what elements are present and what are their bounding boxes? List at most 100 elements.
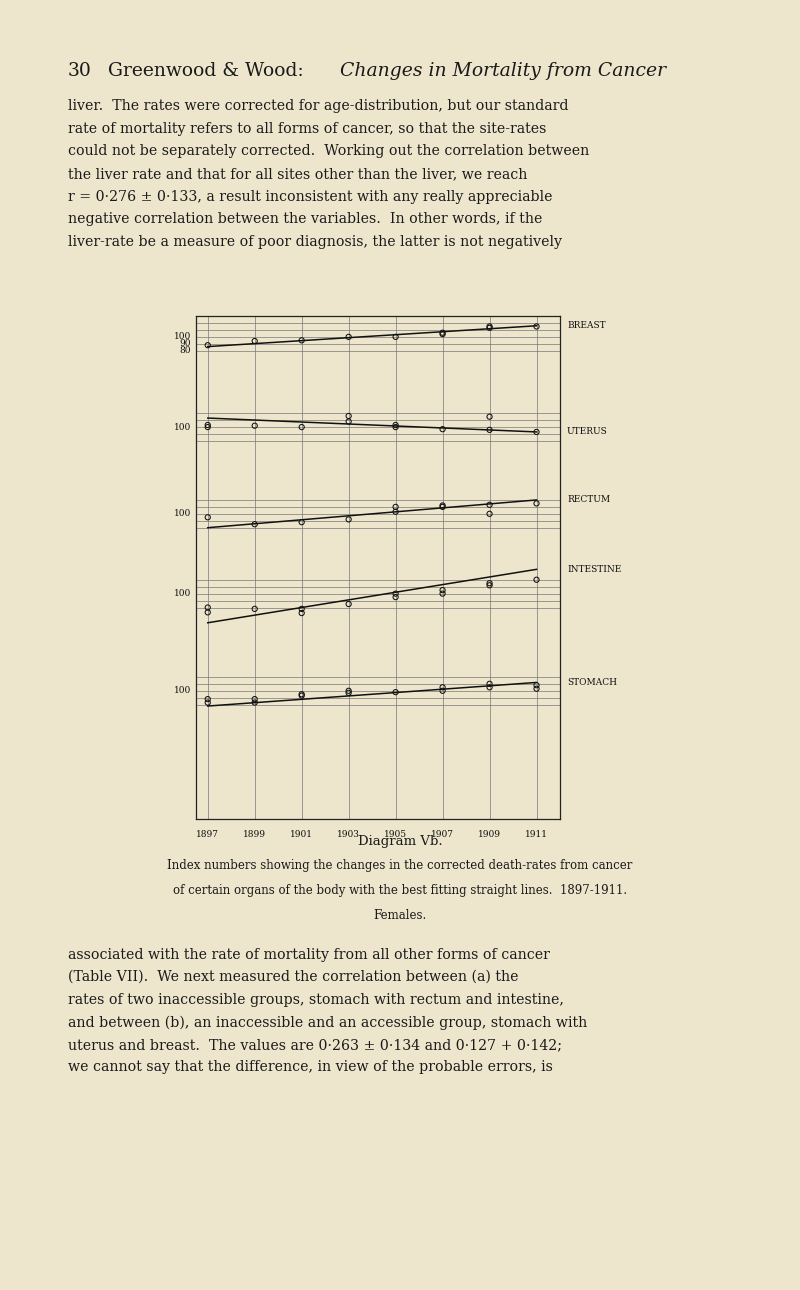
Text: 1903: 1903 bbox=[338, 829, 360, 838]
Point bbox=[390, 583, 402, 604]
Text: 1899: 1899 bbox=[243, 829, 266, 838]
Point bbox=[530, 422, 543, 442]
Point bbox=[248, 330, 261, 351]
Point bbox=[436, 583, 449, 604]
Point bbox=[202, 335, 214, 356]
Point bbox=[530, 675, 543, 695]
Text: the liver rate and that for all sites other than the liver, we reach: the liver rate and that for all sites ot… bbox=[68, 166, 527, 181]
Text: 1907: 1907 bbox=[431, 829, 454, 838]
Point bbox=[342, 412, 355, 432]
Point bbox=[390, 414, 402, 435]
Point bbox=[202, 689, 214, 710]
Point bbox=[436, 680, 449, 700]
Point bbox=[295, 417, 308, 437]
Text: 100: 100 bbox=[174, 333, 191, 342]
Text: uterus and breast.  The values are 0·263 ± 0·134 and 0·127 + 0·142;: uterus and breast. The values are 0·263 … bbox=[68, 1037, 562, 1051]
Point bbox=[436, 677, 449, 698]
Point bbox=[390, 417, 402, 437]
Text: Greenwood & Wood:: Greenwood & Wood: bbox=[108, 62, 322, 80]
Point bbox=[436, 495, 449, 516]
Point bbox=[530, 569, 543, 590]
Text: Diagram Vb.: Diagram Vb. bbox=[358, 835, 442, 848]
Point bbox=[436, 324, 449, 344]
Text: liver.  The rates were corrected for age-distribution, but our standard: liver. The rates were corrected for age-… bbox=[68, 99, 569, 114]
Text: 90: 90 bbox=[180, 339, 191, 348]
Text: (Table VII).  We next measured the correlation between (a) the: (Table VII). We next measured the correl… bbox=[68, 970, 518, 984]
Point bbox=[436, 322, 449, 343]
Point bbox=[390, 682, 402, 703]
Text: 100: 100 bbox=[174, 423, 191, 432]
Point bbox=[436, 579, 449, 600]
Point bbox=[295, 602, 308, 623]
Point bbox=[390, 326, 402, 347]
Text: 1901: 1901 bbox=[290, 829, 313, 838]
Point bbox=[342, 593, 355, 614]
Point bbox=[530, 493, 543, 513]
Text: and between (b), an inaccessible and an accessible group, stomach with: and between (b), an inaccessible and an … bbox=[68, 1015, 587, 1029]
Text: BREAST: BREAST bbox=[567, 321, 606, 330]
Point bbox=[483, 406, 496, 427]
Point bbox=[248, 689, 261, 710]
Text: Index numbers showing the changes in the corrected death-rates from cancer: Index numbers showing the changes in the… bbox=[167, 859, 633, 872]
Point bbox=[202, 597, 214, 618]
Point bbox=[202, 507, 214, 528]
Text: liver-rate be a measure of poor diagnosis, the latter is not negatively: liver-rate be a measure of poor diagnosi… bbox=[68, 235, 562, 249]
Text: RECTUM: RECTUM bbox=[567, 495, 610, 504]
Text: r = 0·276 ± 0·133, a result inconsistent with any really appreciable: r = 0·276 ± 0·133, a result inconsistent… bbox=[68, 190, 553, 204]
Text: Changes in Mortality from Cancer: Changes in Mortality from Cancer bbox=[340, 62, 666, 80]
Point bbox=[295, 684, 308, 704]
Text: 1909: 1909 bbox=[478, 829, 501, 838]
Text: we cannot say that the difference, in view of the probable errors, is: we cannot say that the difference, in vi… bbox=[68, 1060, 553, 1075]
Text: UTERUS: UTERUS bbox=[567, 427, 608, 436]
Text: Females.: Females. bbox=[374, 909, 426, 922]
Text: 80: 80 bbox=[180, 346, 191, 355]
Point bbox=[483, 503, 496, 524]
Point bbox=[483, 419, 496, 440]
Point bbox=[295, 330, 308, 351]
Text: 1905: 1905 bbox=[384, 829, 407, 838]
Point bbox=[248, 415, 261, 436]
Text: could not be separately corrected.  Working out the correlation between: could not be separately corrected. Worki… bbox=[68, 144, 590, 159]
Point bbox=[342, 510, 355, 530]
Text: 100: 100 bbox=[174, 510, 191, 519]
Text: rate of mortality refers to all forms of cancer, so that the site-rates: rate of mortality refers to all forms of… bbox=[68, 123, 546, 135]
Text: INTESTINE: INTESTINE bbox=[567, 565, 622, 574]
Text: 100: 100 bbox=[174, 590, 191, 599]
Point bbox=[248, 513, 261, 534]
Point bbox=[342, 680, 355, 700]
Point bbox=[483, 575, 496, 596]
Point bbox=[530, 679, 543, 699]
Point bbox=[295, 599, 308, 619]
Point bbox=[248, 693, 261, 713]
Point bbox=[436, 419, 449, 440]
Point bbox=[342, 405, 355, 426]
Text: 30: 30 bbox=[68, 62, 92, 80]
Text: STOMACH: STOMACH bbox=[567, 679, 617, 688]
Point bbox=[483, 673, 496, 694]
Point bbox=[202, 417, 214, 437]
Point bbox=[530, 316, 543, 337]
Point bbox=[390, 587, 402, 608]
Point bbox=[202, 414, 214, 435]
Point bbox=[436, 497, 449, 517]
Text: associated with the rate of mortality from all other forms of cancer: associated with the rate of mortality fr… bbox=[68, 947, 550, 961]
Point bbox=[483, 317, 496, 338]
Point bbox=[342, 682, 355, 703]
Point bbox=[390, 497, 402, 517]
Point bbox=[202, 693, 214, 713]
Point bbox=[483, 677, 496, 698]
Text: 100: 100 bbox=[174, 686, 191, 695]
Point bbox=[390, 502, 402, 522]
Text: rates of two inaccessible groups, stomach with rectum and intestine,: rates of two inaccessible groups, stomac… bbox=[68, 993, 564, 1006]
Point bbox=[483, 573, 496, 593]
Text: 1911: 1911 bbox=[525, 829, 548, 838]
Point bbox=[342, 326, 355, 347]
Text: of certain organs of the body with the best fitting straight lines.  1897-1911.: of certain organs of the body with the b… bbox=[173, 885, 627, 898]
Point bbox=[248, 599, 261, 619]
Point bbox=[295, 685, 308, 706]
Text: 1897: 1897 bbox=[196, 829, 219, 838]
Point bbox=[483, 316, 496, 337]
Point bbox=[483, 494, 496, 515]
Point bbox=[202, 602, 214, 623]
Point bbox=[295, 512, 308, 533]
